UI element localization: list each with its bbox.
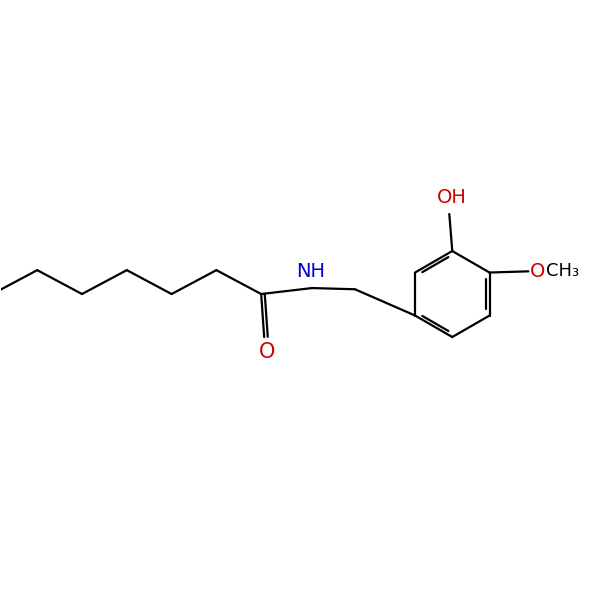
- Text: OH: OH: [437, 188, 467, 208]
- Text: NH: NH: [296, 262, 325, 281]
- Text: CH₃: CH₃: [546, 262, 580, 280]
- Text: O: O: [530, 262, 545, 281]
- Text: O: O: [259, 342, 275, 362]
